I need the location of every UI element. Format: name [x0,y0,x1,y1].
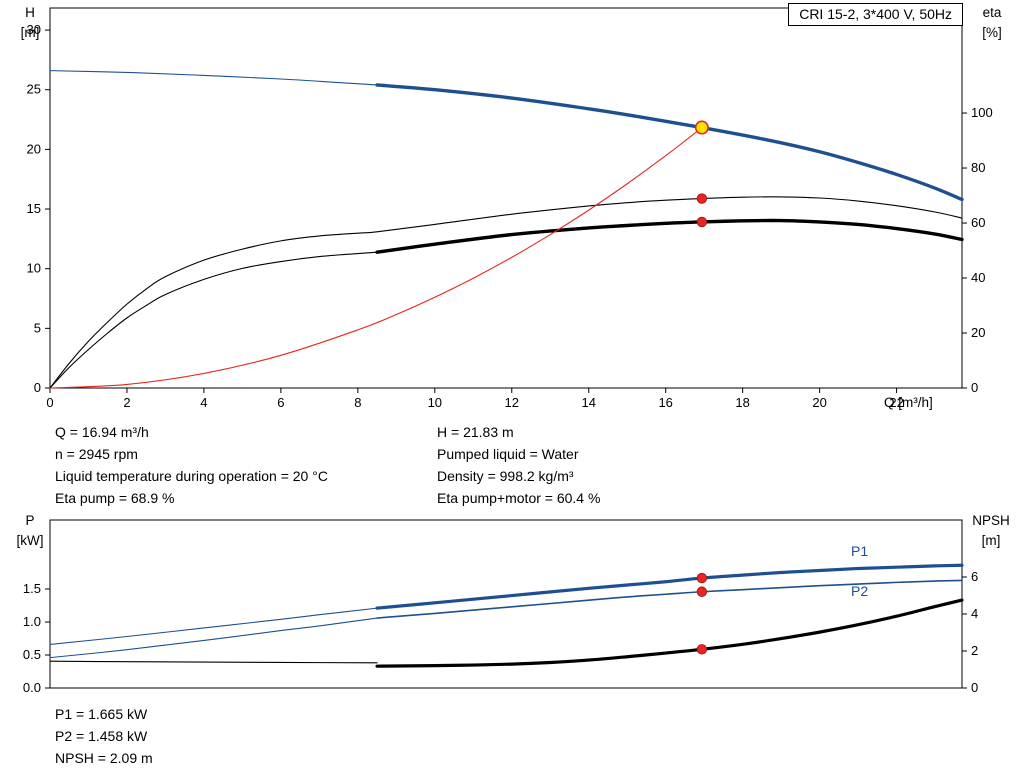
power-npsh-chart: 0.0 0.5 1.0 1.5 0 2 4 6 [23,519,978,695]
x-tick-label: 2 [123,395,130,410]
p2-curve-label: P2 [851,583,869,599]
h-axis-header: H [m] [10,3,50,43]
npsh-curve [375,598,964,668]
duty-info-right-column: H = 21.83 m Pumped liquid = Water Densit… [437,421,600,509]
x-tick-label: 8 [354,395,361,410]
x-tick-label: 18 [735,395,749,410]
info-flow: Q = 16.94 m³/h [55,424,149,440]
power-info-block: P1 = 1.665 kW P2 = 1.458 kW NPSH = 2.09 … [55,703,153,769]
eta-pump-motor-curve-low-flow [49,251,378,389]
y-left-tick-label: 25 [27,82,41,97]
q-axis-label: Q [m³/h] [884,395,933,410]
y-right-tick-label: 2 [971,643,978,658]
y-left-tick-label: 15 [27,201,41,216]
npsh-curve-low-flow [49,660,378,664]
x-tick-label: 22 [889,395,903,410]
x-tick-label: 16 [658,395,672,410]
npsh-axis-header: NPSH [m] [960,511,1022,551]
x-tick-label: 10 [428,395,442,410]
x-tick-label: 6 [277,395,284,410]
p1-curve-label: P1 [851,543,869,559]
p2-point [696,586,708,597]
eta-pump-curve [49,196,963,389]
y-left-tick-label: 1.0 [23,614,41,629]
h-axis-symbol: H [25,5,35,20]
x-tick-label: 4 [200,395,207,410]
info-density: Density = 998.2 kg/m³ [437,468,574,484]
y-right-tick-label: 40 [971,270,985,285]
x-tick-label: 14 [581,395,595,410]
x-tick-label: 12 [505,395,519,410]
system-curve [49,127,703,389]
h-axis-unit: [m] [20,25,40,40]
eta-axis-symbol: eta [982,5,1002,20]
npsh-point [696,644,708,655]
pump-curve-low-flow [49,70,378,86]
p1-curve [375,563,964,610]
p-axis-header: P [kW] [8,511,52,551]
x-tick-label: 0 [46,395,53,410]
eta-pump-motor-point [696,216,708,228]
eta-pump-point [696,193,708,204]
p2-curve [376,579,963,619]
p-axis-unit: [kW] [16,533,44,548]
duty-info-left-column: Q = 16.94 m³/h n = 2945 rpm Liquid tempe… [55,421,328,509]
info-speed: n = 2945 rpm [55,446,138,462]
y-right-tick-label: 6 [971,569,978,584]
y-right-tick-label: 4 [971,606,978,621]
y-right-tick-label: 80 [971,160,985,175]
y-left-tick-label: 0.5 [23,647,41,662]
y-right-tick-label: 60 [971,215,985,230]
y-right-tick-label: 0 [971,680,978,695]
eta-axis-unit: [%] [982,25,1002,40]
info-p2: P2 = 1.458 kW [55,728,148,744]
y-left-tick-label: 20 [27,141,41,156]
y-right-tick-label: 100 [971,105,993,120]
eta-axis-header: eta [%] [966,3,1018,43]
info-eta-pump: Eta pump = 68.9 % [55,490,175,506]
eta-pump-motor-curve [375,218,964,254]
p1-point [696,572,708,584]
duty-point [694,120,709,135]
y-right-tick-label: 20 [971,325,985,340]
info-head: H = 21.83 m [437,424,514,440]
pump-curve [375,83,964,202]
info-liquid-temperature: Liquid temperature during operation = 20… [55,468,328,484]
plot-frame [49,519,963,689]
info-p1: P1 = 1.665 kW [55,706,148,722]
y-right-tick-label: 0 [971,380,978,395]
info-eta-pump-motor: Eta pump+motor = 60.4 % [437,490,601,506]
npsh-axis-symbol: NPSH [972,513,1010,528]
info-npsh: NPSH = 2.09 m [55,750,153,766]
y-left-tick-label: 1.5 [23,581,41,596]
npsh-axis-unit: [m] [981,533,1001,548]
y-left-tick-label: 0.0 [23,680,41,695]
y-left-tick-label: 5 [34,320,41,335]
p-axis-symbol: P [25,513,35,528]
p1-curve-low-flow [49,607,378,645]
p2-curve-low-flow [49,617,378,659]
x-tick-label: 20 [812,395,826,410]
pump-model-title: CRI 15-2, 3*400 V, 50Hz [788,3,963,26]
y-left-tick-label: 0 [34,380,41,395]
y-left-tick-label: 10 [27,261,41,276]
hq-eta-chart: 0 2 4 6 8 10 12 14 16 18 20 22 0 5 10 15 20 25 30 0 20 40 60 80… [27,7,993,410]
info-pumped-liquid: Pumped liquid = Water [437,446,579,462]
y-left-tick-label: 30 [27,22,41,37]
